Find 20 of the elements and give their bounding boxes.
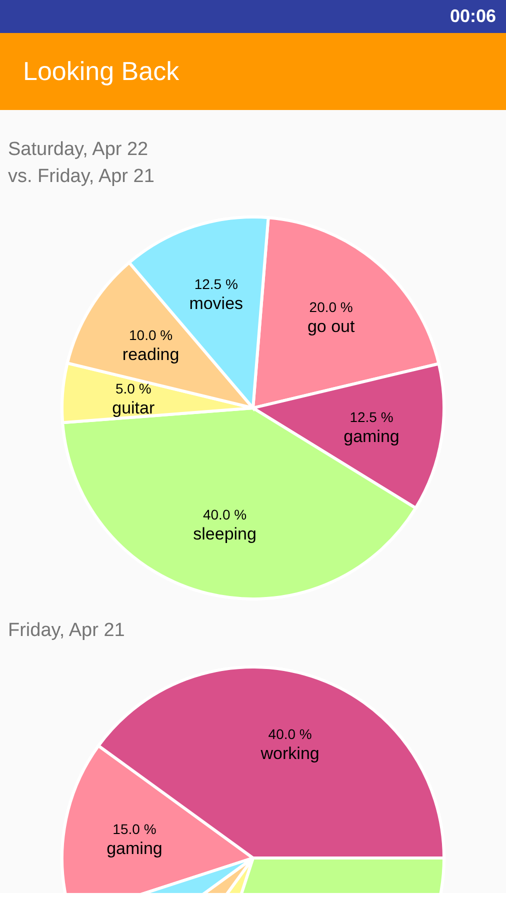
data-label: 12.5 % <box>194 276 238 292</box>
slice-label: gaming <box>344 426 400 446</box>
slice-label: guitar <box>112 398 155 418</box>
data-label: 20.0 % <box>309 298 353 315</box>
data-label: 15.0 % <box>112 821 156 838</box>
slice-label: sleeping <box>193 524 256 544</box>
text: 00:06 <box>450 6 496 26</box>
data-label: 5.0 % <box>115 380 152 396</box>
data-label: 12.5 % <box>350 408 394 425</box>
slice-label: gaming <box>106 839 162 858</box>
data-label: 10.0 % <box>128 327 173 344</box>
slice-label: reading <box>122 345 180 364</box>
chart-title: Looking Back <box>23 56 180 86</box>
data-label: 40.0 % <box>268 726 312 742</box>
data-label: 40.0 % <box>202 506 247 523</box>
slice-label: working <box>260 744 320 763</box>
slice-label: go out <box>307 316 355 336</box>
chart-subtitle: Saturday, Apr 22 vs. Friday, Apr 21 <box>8 139 154 187</box>
chart-title: Friday, Apr 21 <box>8 620 125 641</box>
slice-label: movies <box>189 294 244 313</box>
